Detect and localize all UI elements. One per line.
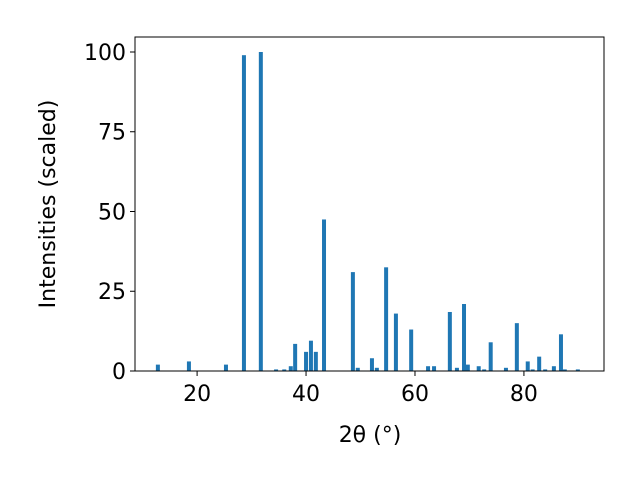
bar (258, 51, 263, 371)
bar (543, 369, 548, 371)
bar (551, 366, 556, 371)
bar (476, 366, 481, 371)
bar (465, 364, 470, 371)
bar (503, 367, 508, 371)
bar (350, 272, 355, 371)
y-tick-label: 0 (112, 360, 126, 385)
bar (393, 313, 398, 371)
bar (155, 364, 160, 371)
bar (369, 358, 374, 371)
y-tick-label: 25 (98, 280, 126, 305)
y-tick-label: 75 (98, 121, 126, 146)
bar (293, 343, 298, 371)
bar (304, 351, 309, 371)
bar (575, 369, 580, 371)
bar (274, 369, 279, 371)
bar (355, 367, 360, 371)
bar (447, 311, 452, 371)
bar (426, 366, 431, 371)
x-tick-label: 80 (510, 382, 538, 407)
bar (282, 369, 287, 371)
bar (488, 342, 493, 371)
bar (530, 369, 535, 371)
bar (288, 366, 293, 371)
bar (432, 366, 437, 371)
x-tick-label: 40 (292, 382, 320, 407)
y-tick-label: 50 (98, 200, 126, 225)
bar (384, 267, 389, 371)
bar (558, 334, 563, 371)
bar (454, 367, 459, 371)
bar (322, 219, 327, 371)
bar (308, 340, 313, 371)
x-axis-label: 2θ (°) (339, 423, 402, 448)
bar (409, 329, 414, 371)
bar (223, 364, 228, 371)
bar (514, 323, 519, 371)
y-tick-label: 100 (84, 41, 126, 66)
bar (374, 367, 379, 371)
bar (462, 304, 467, 371)
bar (186, 361, 191, 371)
x-tick-label: 20 (183, 382, 211, 407)
plot-frame (134, 36, 605, 372)
bar (241, 55, 246, 371)
bar (525, 361, 530, 371)
bar (562, 369, 567, 371)
x-tick-label: 60 (401, 382, 429, 407)
bar (537, 356, 542, 371)
bar (313, 351, 318, 371)
bar (482, 369, 487, 371)
y-axis-label: Intensities (scaled) (36, 100, 61, 309)
